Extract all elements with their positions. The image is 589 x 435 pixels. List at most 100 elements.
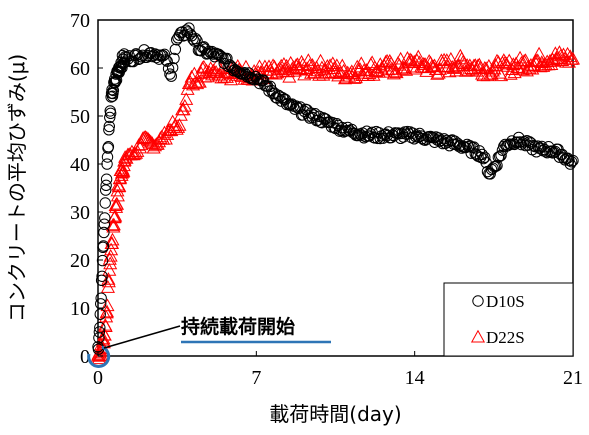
data-point [127, 146, 142, 160]
data-point [142, 133, 157, 147]
legend-marker-d10s [472, 295, 484, 307]
data-point [101, 272, 116, 285]
data-point [165, 70, 177, 82]
data-point [179, 92, 194, 105]
data-point [480, 68, 495, 82]
data-point [350, 59, 365, 73]
data-point [491, 55, 506, 68]
data-point [389, 65, 404, 79]
data-point [102, 263, 117, 276]
y-tick-label: 60 [70, 58, 90, 80]
data-point [346, 66, 361, 80]
data-point [101, 274, 116, 288]
data-point [320, 59, 335, 72]
data-point [162, 62, 175, 75]
data-point [293, 102, 305, 115]
data-point [291, 61, 306, 75]
data-point [479, 151, 491, 164]
data-point [95, 298, 107, 310]
data-point [103, 120, 116, 133]
y-tick-label: 40 [70, 154, 90, 176]
data-point [169, 43, 182, 56]
data-point [98, 218, 111, 230]
x-axis-title: 載荷時間(day) [269, 402, 401, 426]
data-point [142, 49, 154, 62]
data-point [99, 212, 111, 224]
data-point [102, 141, 115, 153]
data-point [104, 107, 117, 120]
data-point [97, 240, 110, 252]
data-point [534, 55, 549, 68]
y-tick-label: 0 [80, 346, 90, 368]
data-point [365, 128, 377, 140]
data-point [103, 248, 118, 262]
legend-label-d10s: D10S [486, 292, 525, 311]
data-point [279, 58, 294, 72]
data-point [252, 73, 264, 85]
data-point [97, 327, 112, 341]
y-tick-label: 10 [70, 298, 90, 320]
series-layer [90, 22, 581, 365]
data-point [488, 58, 503, 71]
data-point [373, 57, 388, 70]
data-point [451, 58, 467, 72]
data-point [479, 61, 494, 75]
data-point [348, 70, 363, 84]
data-point [405, 59, 420, 73]
data-point [95, 274, 108, 287]
data-point [118, 56, 131, 68]
data-point [158, 48, 171, 61]
data-point [168, 52, 180, 65]
data-point [335, 58, 350, 72]
data-point [525, 137, 537, 149]
data-point [172, 118, 187, 131]
start-marker-arc [87, 345, 111, 368]
data-point [109, 200, 124, 213]
data-point [93, 326, 106, 338]
data-point [556, 47, 571, 61]
data-point [104, 236, 120, 249]
data-point [146, 50, 158, 63]
data-point [257, 74, 270, 86]
data-point [98, 319, 113, 332]
annotation-leader-line [103, 325, 181, 349]
data-point [565, 156, 578, 168]
data-point [100, 173, 113, 185]
data-point [494, 150, 506, 163]
data-point [110, 188, 125, 202]
data-point [96, 270, 108, 282]
data-point [333, 65, 348, 79]
data-point [103, 124, 115, 136]
data-point [441, 134, 453, 147]
data-point [112, 179, 127, 192]
data-point [294, 101, 306, 113]
data-point [409, 53, 424, 66]
data-point [200, 69, 215, 83]
data-point [147, 138, 163, 152]
data-point [118, 57, 130, 69]
data-point [195, 60, 210, 74]
data-point [325, 56, 340, 70]
annotation-label: 持続載荷開始 [181, 315, 295, 338]
data-point [375, 64, 391, 78]
data-point [494, 68, 509, 82]
data-point [399, 63, 414, 76]
data-point [185, 77, 201, 91]
x-tick-label: 14 [405, 367, 425, 389]
data-point [492, 151, 505, 163]
data-point [164, 68, 176, 80]
data-point [172, 32, 184, 44]
data-point [339, 70, 354, 84]
data-point [527, 54, 543, 68]
data-point [196, 59, 211, 73]
data-point [453, 140, 465, 153]
data-point [106, 219, 121, 233]
data-point [305, 107, 317, 119]
y-tick-label: 20 [70, 250, 90, 272]
data-point [308, 65, 323, 79]
legend-marker-symbol [472, 295, 484, 307]
annotation: 持続載荷開始 [87, 315, 331, 368]
data-point [94, 321, 106, 334]
data-point [100, 298, 115, 312]
